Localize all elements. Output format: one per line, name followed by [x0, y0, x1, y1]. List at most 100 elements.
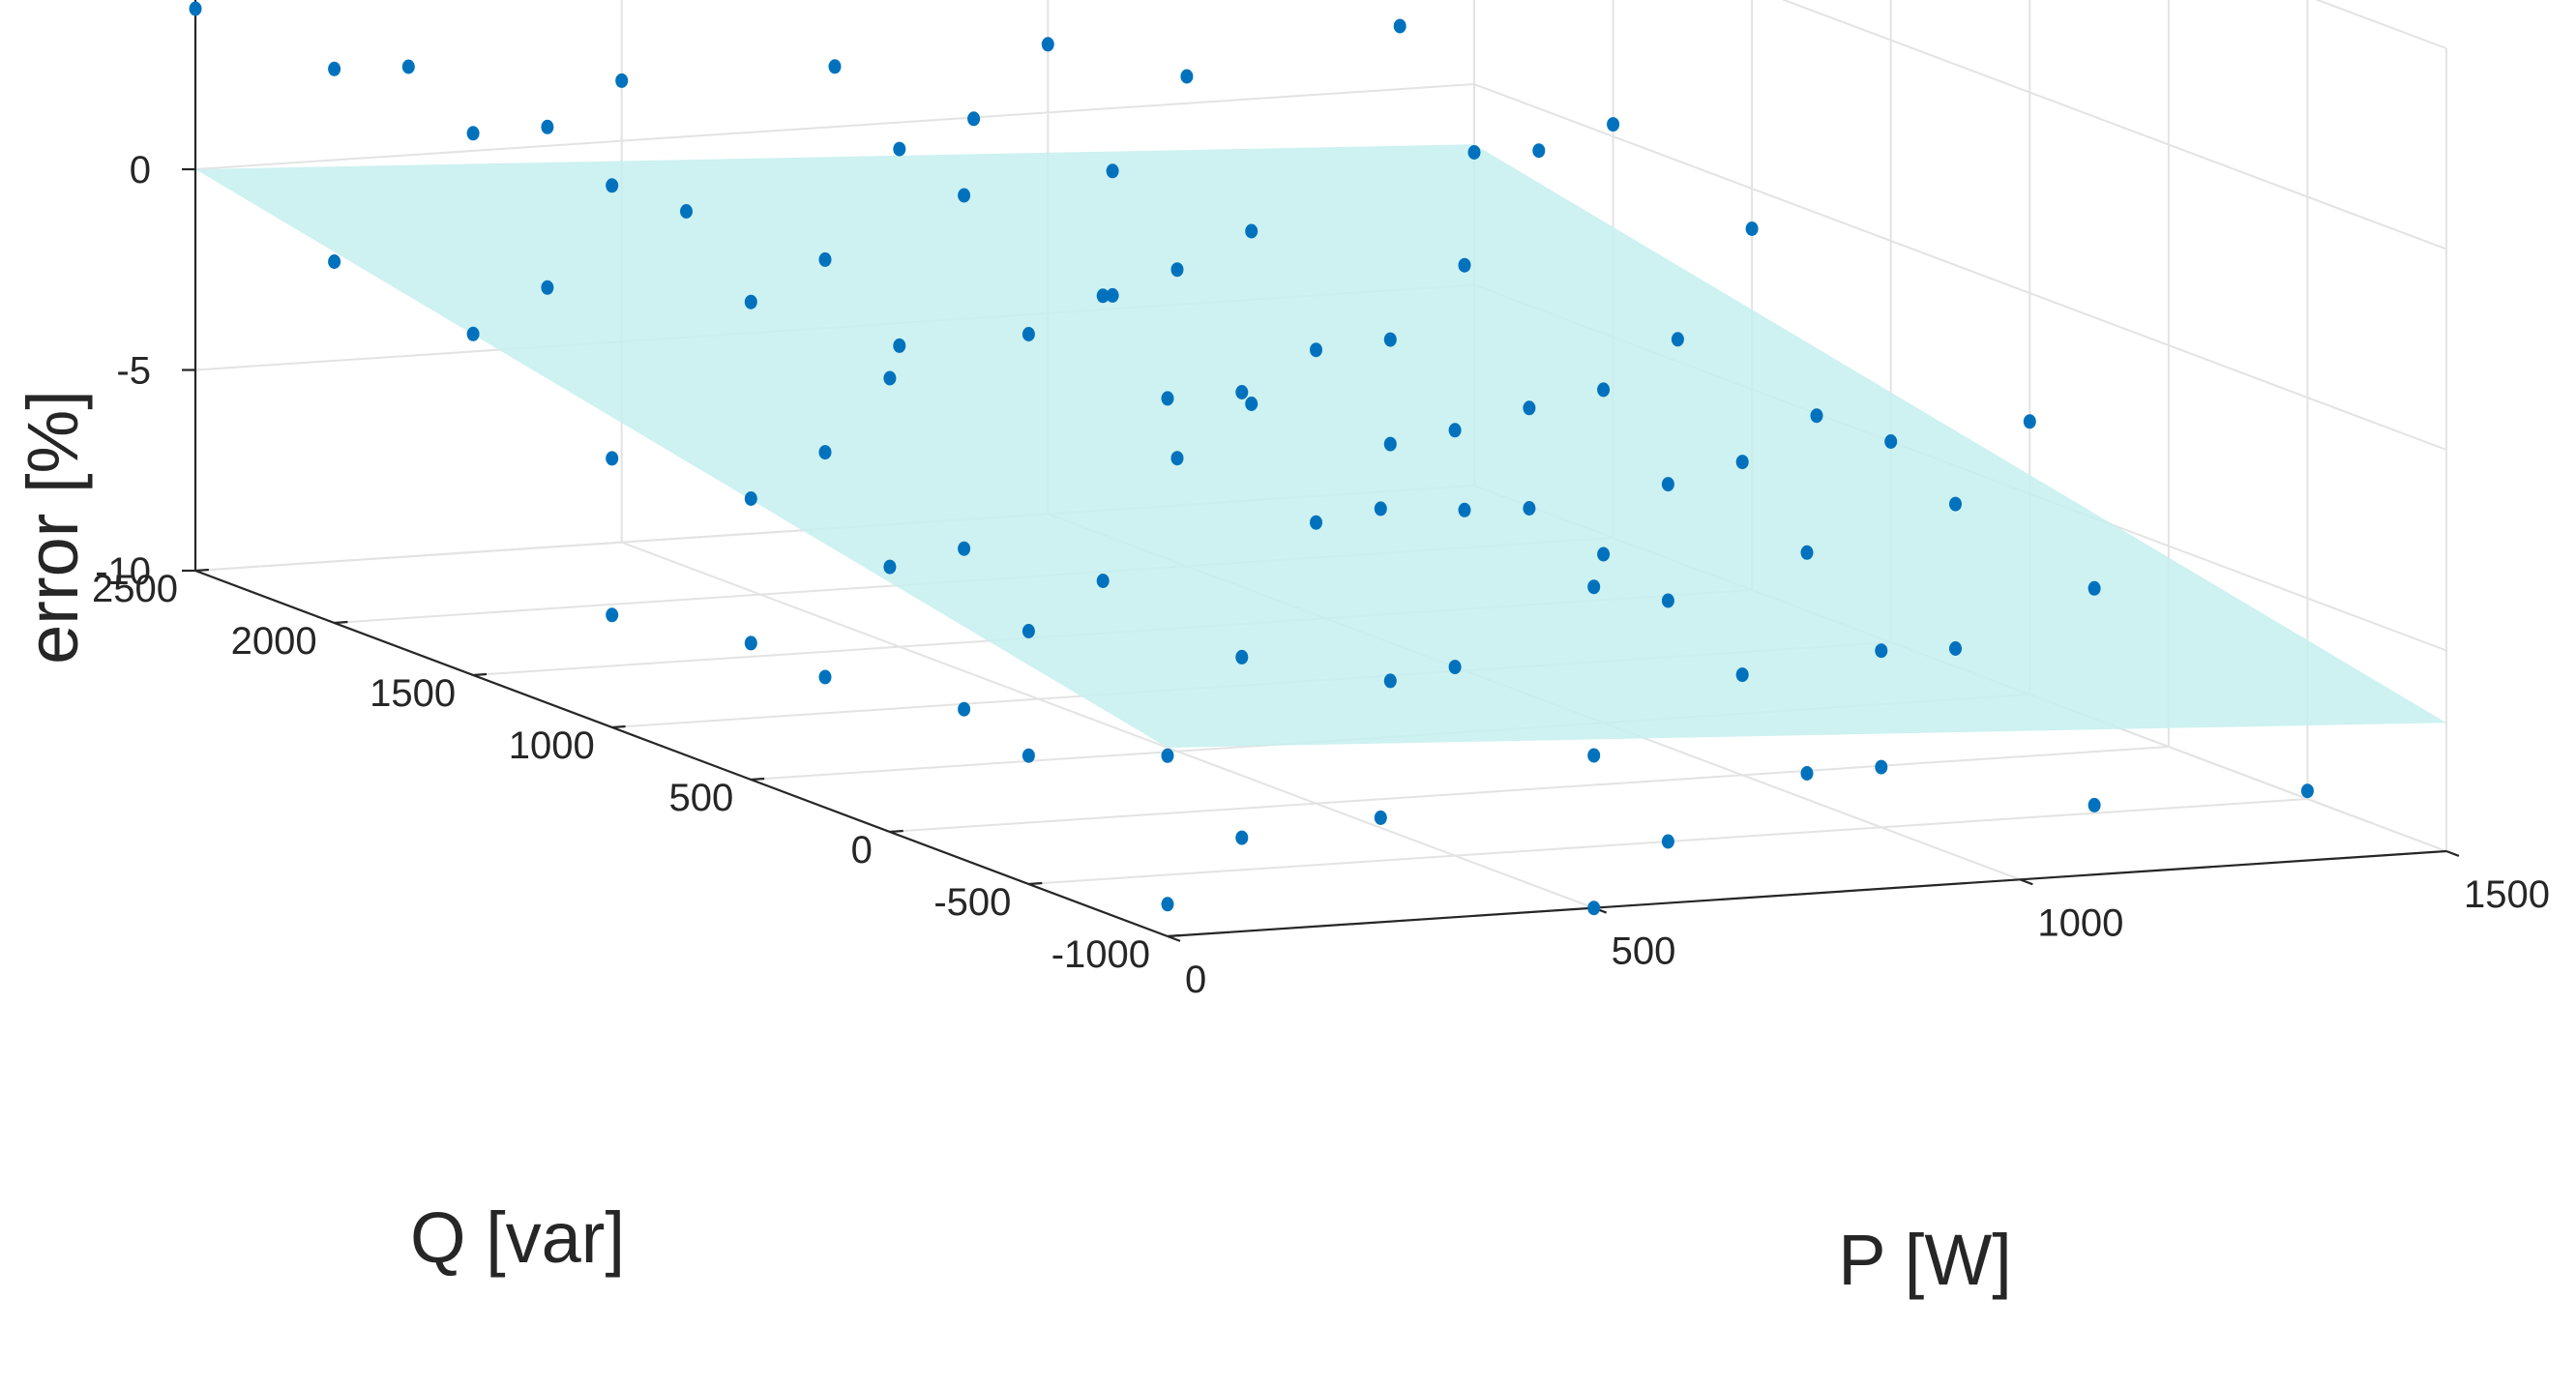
data-point — [893, 338, 906, 353]
data-point — [1458, 257, 1471, 273]
side-wall-grid-line — [1781, 0, 2447, 251]
data-point — [818, 251, 832, 267]
data-point — [1458, 502, 1471, 517]
data-point — [1106, 163, 1119, 179]
y-tick-mark — [611, 724, 626, 729]
data-point — [1587, 579, 1601, 595]
data-point — [1374, 501, 1387, 517]
data-point — [1587, 901, 1601, 916]
y-tick-label: 500 — [669, 777, 734, 819]
data-point — [1949, 496, 1962, 512]
z-tick-label: 0 — [130, 149, 151, 192]
data-point — [958, 541, 971, 556]
data-point — [958, 701, 971, 717]
data-point — [1161, 391, 1174, 406]
y-tick-label: -500 — [933, 881, 1011, 924]
data-point — [1170, 262, 1184, 278]
y-tick-mark — [194, 568, 209, 573]
y-tick-label: 0 — [851, 829, 873, 871]
y-tick-label: 1500 — [370, 672, 456, 715]
data-point — [1022, 327, 1035, 341]
data-point — [1096, 574, 1110, 588]
x-tick-label: 500 — [1612, 930, 1676, 973]
data-point — [328, 61, 341, 76]
data-point — [1661, 593, 1674, 608]
data-point — [1161, 897, 1174, 912]
data-point — [1245, 223, 1258, 239]
data-point — [606, 607, 619, 623]
axis-layer: 0 500 1000 1500 -1000 -500 0 500 1000 1500 2000 250… — [92, 0, 2550, 1001]
data-point — [2087, 797, 2101, 812]
x-tick-mark — [2019, 878, 2033, 886]
fitted-surface — [195, 144, 2446, 749]
data-point — [1745, 221, 1759, 236]
data-point — [606, 451, 619, 466]
data-point — [1671, 332, 1684, 347]
x-axis-line — [1167, 849, 2447, 938]
data-point — [466, 126, 480, 141]
data-point — [1235, 649, 1249, 664]
data-point — [1587, 748, 1601, 763]
data-point — [328, 254, 341, 269]
data-point — [1161, 748, 1174, 763]
x-tick-mark — [2445, 849, 2460, 857]
data-point — [1597, 382, 1611, 398]
side-wall-grid-line — [1473, 83, 2447, 451]
data-point — [1448, 423, 1462, 438]
data-point — [1532, 143, 1546, 159]
data-point — [828, 59, 842, 74]
surface-layer — [195, 144, 2446, 749]
data-point — [606, 178, 619, 193]
data-point — [1383, 673, 1397, 689]
floor-grid-line — [621, 541, 1595, 909]
x-axis-title: P [W] — [1838, 1220, 2012, 1300]
y-tick-mark — [1167, 933, 1181, 938]
data-point — [1800, 545, 1814, 560]
z-tick-label: -10 — [95, 550, 151, 593]
data-point — [1245, 397, 1258, 411]
data-point — [1467, 145, 1481, 160]
data-point — [1170, 451, 1184, 466]
data-point — [1607, 117, 1620, 133]
data-point — [1310, 342, 1322, 358]
x-tick-label: 0 — [1185, 959, 1206, 1001]
data-point — [1661, 834, 1674, 849]
y-tick-label: -1000 — [1051, 933, 1150, 976]
data-point — [2300, 783, 2314, 799]
data-point — [893, 141, 906, 157]
side-wall-grid-line — [2315, 0, 2447, 49]
data-point — [1810, 408, 1823, 424]
data-point — [818, 445, 832, 460]
data-point — [883, 559, 897, 575]
data-point — [1022, 624, 1035, 638]
data-point — [1448, 660, 1462, 675]
data-point — [958, 188, 971, 203]
data-point — [744, 294, 757, 310]
data-point — [541, 280, 554, 295]
data-point — [1041, 37, 1054, 52]
data-point — [1523, 501, 1536, 516]
data-point — [1180, 69, 1194, 84]
data-point — [189, 1, 202, 16]
data-point — [1884, 434, 1898, 449]
data-point — [1661, 477, 1674, 492]
points-layer — [189, 1, 2314, 916]
data-point — [1735, 667, 1749, 683]
data-point — [1800, 766, 1814, 781]
z-axis-title: error [%] — [13, 390, 93, 664]
data-point — [1096, 288, 1110, 304]
y-tick-label: 2000 — [231, 620, 317, 663]
y-tick-mark — [751, 777, 765, 782]
data-point — [1383, 436, 1397, 452]
data-point — [1235, 830, 1249, 845]
data-point — [1523, 400, 1536, 416]
data-point — [1022, 748, 1035, 763]
data-point — [1875, 643, 1888, 659]
y-tick-mark — [334, 620, 348, 625]
data-point — [744, 491, 757, 506]
data-point — [1949, 641, 1962, 656]
y-tick-mark — [889, 829, 903, 834]
data-point — [1235, 385, 1249, 399]
